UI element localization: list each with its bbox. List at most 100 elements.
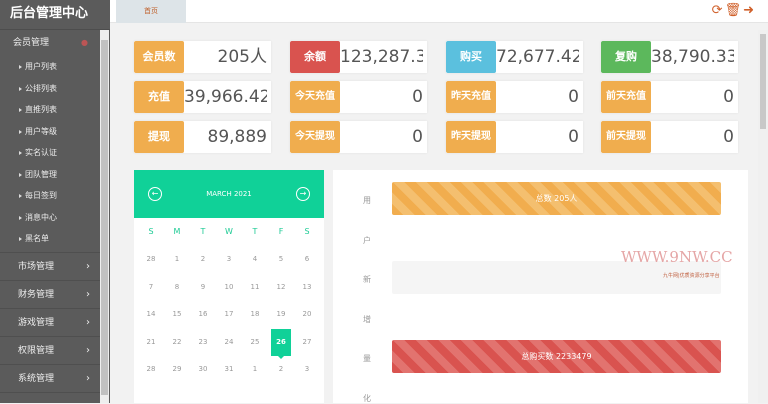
calendar-day[interactable]: 14 [146,310,156,318]
calendar-day[interactable]: 28 [146,255,156,263]
stat-value: 0 [723,127,734,147]
calendar-day[interactable]: 23 [198,337,208,346]
sidebar-group[interactable]: 财务管理 › [0,281,100,309]
calendar-day[interactable]: 19 [276,310,286,318]
logout-icon[interactable]: ➜ [743,3,756,18]
calendar-day[interactable]: 6 [304,255,310,263]
group-label: 市场管理 [18,261,55,272]
group-label: 财务管理 [18,289,55,300]
calendar-day[interactable]: 25 [250,337,260,346]
sidebar-item[interactable]: 消息中心 [0,207,100,229]
calendar-day[interactable]: 15 [172,310,182,318]
sidebar-item[interactable]: 团队管理 [0,164,100,186]
stat-card: 昨天提现 0 [446,121,583,153]
sidebar-item[interactable]: 每日签到 [0,185,100,207]
calendar-day[interactable]: 1 [252,365,258,373]
stat-card: 会员数 205人 [134,41,271,73]
vertical-label-char: 用 [363,196,371,205]
vertical-label-char: 量 [363,354,371,363]
progress-bar: 总数 205人 [392,182,721,215]
calendar-day[interactable]: 2 [200,255,206,263]
calendar-day[interactable]: 24 [224,337,234,346]
refresh-icon[interactable]: ⟳ [711,3,725,18]
calendar-day[interactable]: 31 [224,365,234,373]
calendar-day[interactable]: 2 [278,365,284,373]
calendar-day[interactable]: 22 [172,337,182,346]
calendar-day[interactable]: 7 [148,282,154,291]
progress-bar: 总购买数 2233479 [392,340,721,373]
next-month-icon[interactable]: → [296,187,310,201]
stat-label: 前天提现 [601,121,651,153]
chevron-right-icon: › [86,288,90,300]
stat-value: 0 [723,87,734,107]
calendar-day[interactable]: 29 [172,365,182,373]
sidebar-item[interactable]: 直推列表 [0,99,100,121]
sidebar-item[interactable]: 用户列表 [0,56,100,78]
sidebar-item[interactable]: 用户等级 [0,121,100,143]
sidebar-item[interactable]: 公排列表 [0,78,100,100]
stat-value: 123,287.3674 [340,47,423,67]
sidebar-group[interactable]: 市场管理 › [0,253,100,281]
stat-value: 0 [568,87,579,107]
stat-label: 会员数 [134,41,184,73]
calendar-day[interactable]: 27 [302,337,312,346]
calendar-day[interactable]: 5 [278,255,284,263]
calendar-day[interactable]: 3 [226,255,232,263]
sidebar-item[interactable]: 黑名单 [0,228,100,250]
sidebar-group[interactable]: 系统管理 › [0,365,100,393]
page-scrollbar[interactable] [758,30,768,403]
stat-value: 89,889 [207,127,267,147]
calendar-day[interactable]: 17 [224,310,234,318]
sidebar-scrollbar[interactable] [100,30,109,403]
calendar-day[interactable]: 26 [271,328,291,359]
calendar-day[interactable]: 21 [146,337,156,346]
calendar-day[interactable]: 8 [174,282,180,291]
sidebar-item[interactable]: 实名认证 [0,142,100,164]
weekday: T [252,227,258,236]
stat-value: 39,966.42 [184,87,267,107]
chevron-right-icon: › [86,372,90,384]
weekday: T [200,227,206,236]
vertical-label-char: 新 [363,275,371,284]
calendar-day[interactable]: 20 [302,310,312,318]
calendar-day[interactable]: 13 [302,282,312,291]
calendar-day[interactable]: 11 [250,282,260,291]
calendar-day[interactable]: 18 [250,310,260,318]
calendar: ← MARCH 2021 → S M T W T F S 28 1 2 3 4 5 6 7 8 9 10 11 12 13 1… [134,170,324,403]
vertical-label-char: 增 [363,314,371,324]
stat-card: 今天提现 0 [290,121,427,153]
calendar-day[interactable]: 28 [146,365,156,373]
stat-value: 205人 [217,47,267,67]
scrollbar-thumb[interactable] [101,40,108,395]
stat-label: 昨天提现 [446,121,496,153]
trash-icon[interactable]: 🗑 [724,3,744,18]
sidebar-menu: 会员管理 ● 用户列表 公排列表 直推列表 用户等级 实名认证 团队管理 每日签到 消息中心 黑名… [0,30,100,393]
calendar-day[interactable]: 12 [276,282,286,291]
sidebar: 后台管理中心 会员管理 ● 用户列表 公排列表 直推列表 用户等级 实名认证 团队管理 每日签… [0,0,110,403]
watermark: WWW.9NW.CC [621,248,733,266]
scrollbar-thumb[interactable] [760,34,766,129]
sidebar-group[interactable]: 权限管理 › [0,337,100,365]
calendar-day[interactable]: 9 [200,282,206,291]
calendar-day[interactable]: 10 [224,282,234,291]
sidebar-group[interactable]: 游戏管理 › [0,309,100,337]
progress-bar [392,261,721,294]
vertical-label-char: 户 [363,235,371,245]
stat-value: 72,677.42 [496,47,579,67]
stat-label: 提现 [134,121,184,153]
group-label: 权限管理 [18,345,55,356]
calendar-day[interactable]: 16 [198,310,208,318]
calendar-day[interactable]: 4 [252,255,258,263]
calendar-day[interactable]: 3 [304,365,310,373]
logo: 后台管理中心 [0,0,110,30]
stat-value: 0 [412,127,423,147]
stat-value: 38,790.33 [651,47,734,67]
calendar-day[interactable]: 30 [198,365,208,373]
calendar-day[interactable]: 1 [174,255,180,263]
sidebar-group-member[interactable]: 会员管理 ● [0,30,100,56]
weekday: S [148,227,154,236]
tab-home[interactable]: 首页 [116,0,186,23]
prev-month-icon[interactable]: ← [148,187,162,201]
dot-icon: ● [81,38,88,47]
